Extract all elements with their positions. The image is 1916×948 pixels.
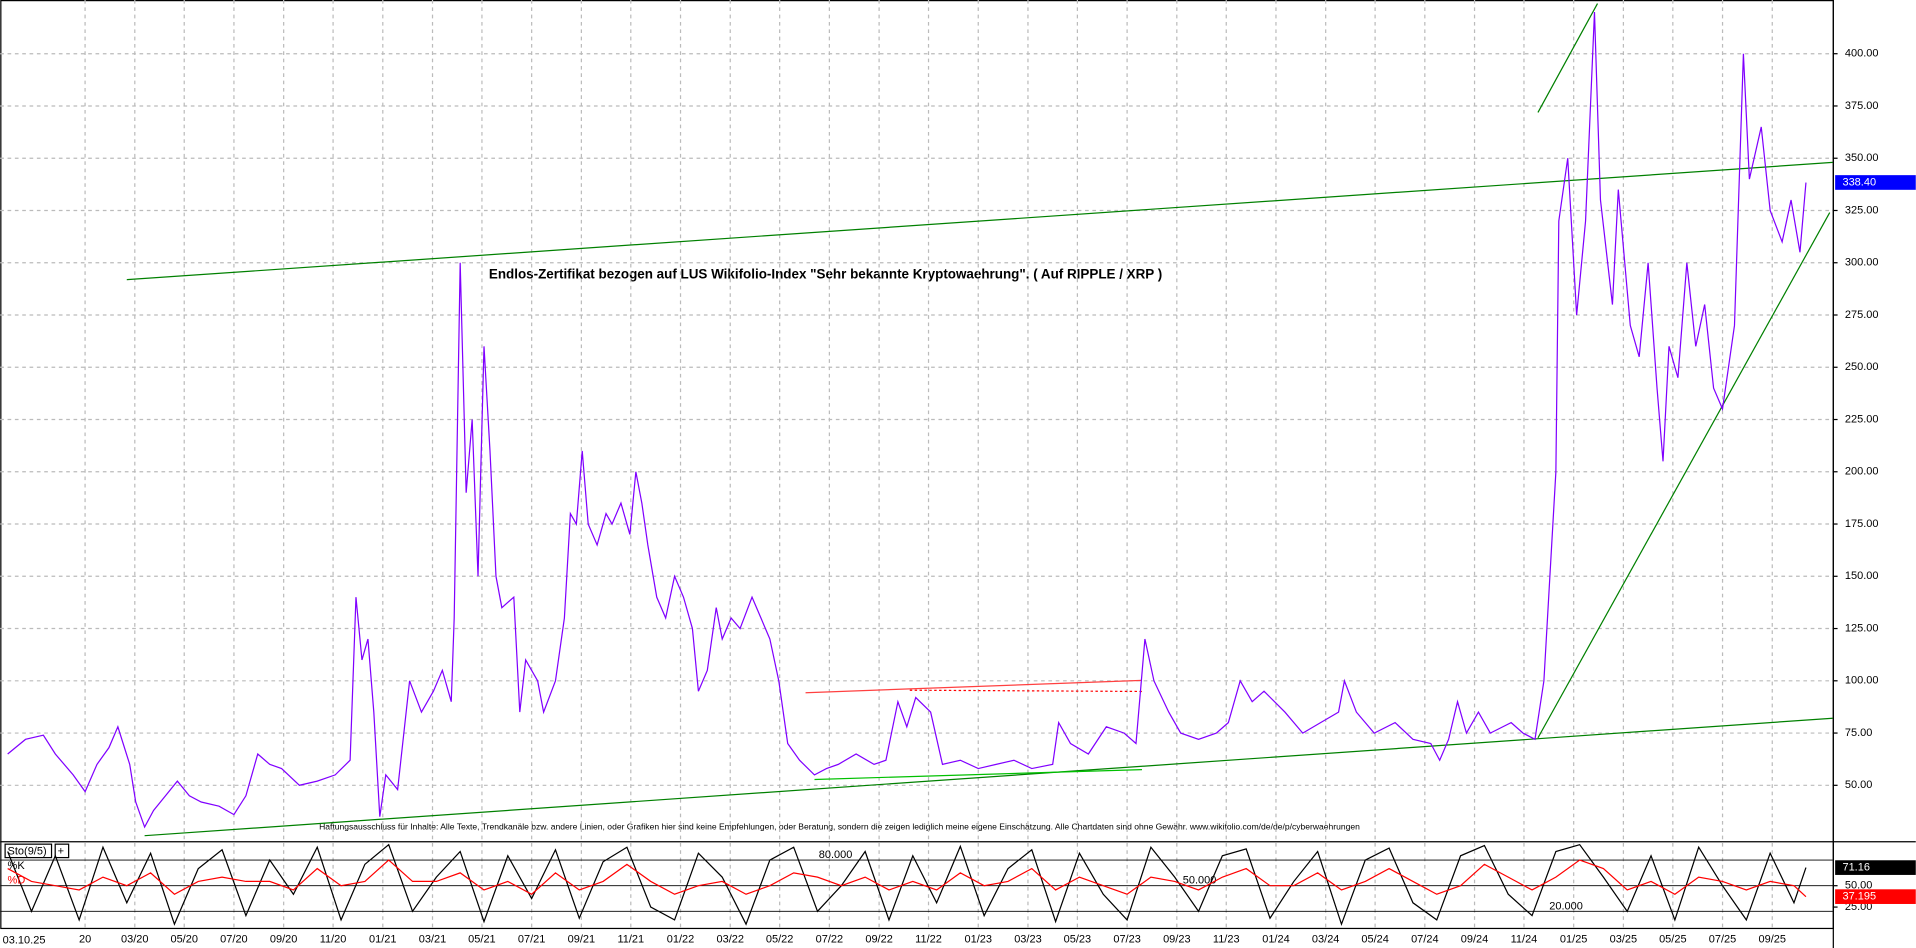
x-tick-label: 01/24 <box>1262 933 1289 945</box>
y-tick-label: 375.00 <box>1845 100 1879 112</box>
last-value-label: 71.16 <box>1842 862 1869 874</box>
x-tick-label: 09/25 <box>1759 933 1787 945</box>
legend-label: %D <box>8 875 26 887</box>
x-tick-label: 09/22 <box>865 933 893 945</box>
x-tick-label: 11/21 <box>617 933 644 945</box>
footnote: Haftungsausschluss für Inhalte: Alle Tex… <box>319 821 1360 831</box>
indicator-title: Sto(9/5) <box>8 845 47 857</box>
last-value-label: 37.195 <box>1842 891 1876 903</box>
x-tick-label: 05/22 <box>766 933 794 945</box>
x-tick-label: 09/21 <box>568 933 596 945</box>
y-tick-label: 100.00 <box>1845 675 1879 687</box>
y-tick-label: 350.00 <box>1845 152 1879 164</box>
price-line <box>7 11 1807 829</box>
x-tick-label: 07/22 <box>816 933 844 945</box>
y-tick-label: 200.00 <box>1845 466 1879 478</box>
x-tick-label: 03/25 <box>1610 933 1637 945</box>
x-tick-label: 11/22 <box>915 933 942 945</box>
date-label: 03.10.25 <box>3 935 46 947</box>
level-label: 50.000 <box>1183 875 1217 887</box>
x-tick-label: 09/20 <box>270 933 298 945</box>
y-tick-label: 175.00 <box>1845 518 1879 530</box>
x-tick-label: 07/20 <box>220 933 247 945</box>
y-tick-label: 50.00 <box>1845 880 1873 892</box>
x-tick-label: 01/25 <box>1560 933 1588 945</box>
x-tick-label: 03/21 <box>419 933 447 945</box>
x-tick-label: 03/20 <box>121 933 149 945</box>
y-tick-label: 250.00 <box>1845 361 1879 373</box>
x-tick-label: 05/21 <box>468 933 496 945</box>
y-tick-label: 325.00 <box>1845 204 1879 216</box>
x-tick-label: 05/23 <box>1064 933 1092 945</box>
x-tick-label: 01/21 <box>369 933 397 945</box>
x-tick-label: 01/23 <box>964 933 992 945</box>
last-value-label: 338.40 <box>1842 176 1876 188</box>
trend-line <box>144 717 1833 837</box>
last-value-box <box>1835 860 1916 875</box>
y-tick-label: 50.00 <box>1845 779 1873 791</box>
legend-label: %K <box>8 860 26 872</box>
x-tick-label: 09/23 <box>1163 933 1191 945</box>
y-tick-label: 150.00 <box>1845 570 1879 582</box>
stochastic-line <box>7 859 1807 898</box>
x-tick-label: 01/22 <box>667 933 695 945</box>
x-tick-label: 03/23 <box>1014 933 1042 945</box>
trend-line <box>1537 212 1831 739</box>
indicator-box <box>4 843 53 859</box>
x-tick-label: 07/25 <box>1709 933 1736 945</box>
x-tick-label: 11/23 <box>1213 933 1240 945</box>
x-tick-label: 11/20 <box>320 933 347 945</box>
x-tick-label: 07/24 <box>1411 933 1438 945</box>
y-tick-label: 125.00 <box>1845 622 1879 634</box>
y-tick-label: 75.00 <box>1845 727 1873 739</box>
y-tick-label: 300.00 <box>1845 257 1879 269</box>
x-tick-label: 07/21 <box>518 933 546 945</box>
x-tick-label: 05/24 <box>1361 933 1389 945</box>
stochastic-line <box>7 843 1807 927</box>
trend-line <box>1537 3 1599 113</box>
trend-line <box>805 679 1143 694</box>
trend-line <box>126 161 1833 281</box>
x-tick-label: 09/24 <box>1461 933 1488 945</box>
y-tick-label: 400.00 <box>1845 48 1879 60</box>
x-tick-label: 11/24 <box>1511 933 1538 945</box>
y-tick-label: 25.00 <box>1845 901 1873 913</box>
x-tick-label: 03/22 <box>716 933 744 945</box>
y-tick-label: 275.00 <box>1845 309 1879 321</box>
trend-line <box>814 769 1143 781</box>
last-value-box <box>1835 889 1916 904</box>
add-button-icon[interactable]: + <box>58 845 64 857</box>
last-value-box <box>1835 175 1916 190</box>
x-tick-label: 05/20 <box>170 933 198 945</box>
x-tick-label: 05/25 <box>1659 933 1686 945</box>
x-tick-label: 20 <box>79 933 91 945</box>
x-tick-label: 03/24 <box>1312 933 1340 945</box>
add-button[interactable] <box>54 843 70 859</box>
x-tick-label: 07/23 <box>1113 933 1141 945</box>
level-label: 80.000 <box>819 849 853 861</box>
y-tick-label: 225.00 <box>1845 413 1879 425</box>
level-label: 20.000 <box>1549 900 1583 912</box>
chart-title: Endlos-Zertifikat bezogen auf LUS Wikifo… <box>489 266 1162 281</box>
